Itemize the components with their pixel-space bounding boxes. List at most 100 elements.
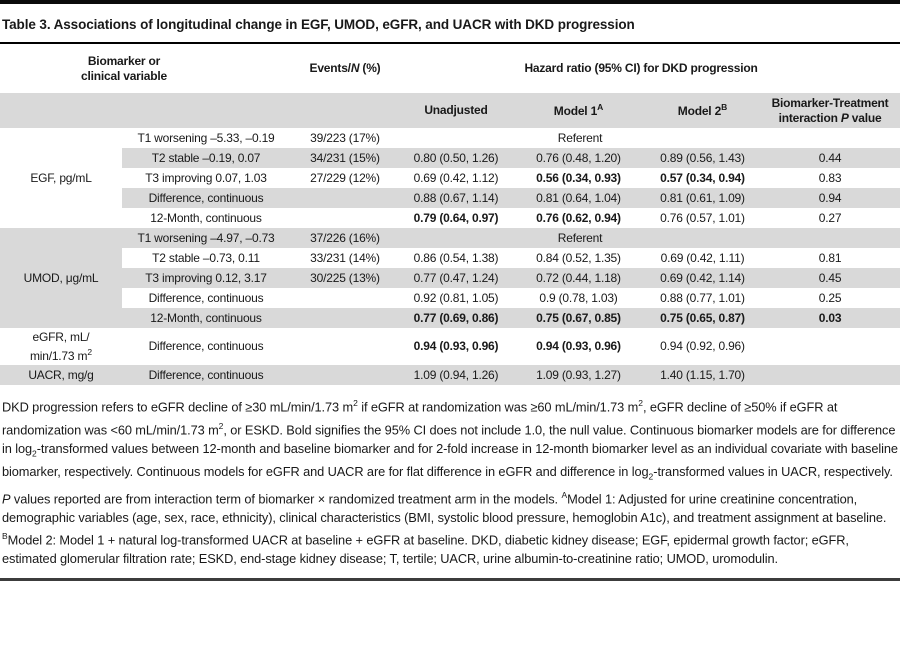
results-table: Biomarker or clinical variable Events/N (… [0, 44, 900, 385]
header-biomarker-variable: Biomarker or clinical variable [81, 53, 167, 83]
table-row: T2 stable –0.73, 0.11 33/231 (14%) 0.86 (0… [0, 248, 900, 268]
cell-referent: Referent [557, 230, 603, 245]
cell-p [760, 328, 900, 365]
table-row: Difference, continuous 0.92 (0.81, 1.05) 0… [0, 288, 900, 308]
cell-unadjusted: 0.77 (0.69, 0.86) [413, 310, 499, 325]
cell-variable: Difference, continuous [148, 339, 264, 353]
cell-model2: 0.88 (0.77, 1.01) [660, 290, 745, 305]
cell-events [290, 308, 400, 328]
cell-model1: 0.84 (0.52, 1.35) [536, 250, 621, 265]
cell-p: 0.27 [818, 210, 842, 225]
table-row: UACR, mg/g Difference, continuous 1.09 (0.… [0, 365, 900, 385]
bottom-rule [0, 578, 900, 581]
cell-events: 34/231 (15%) [310, 150, 380, 165]
table-header: Biomarker or clinical variable Events/N (… [0, 44, 900, 128]
table-footnote: DKD progression refers to eGFR decline o… [2, 398, 898, 567]
header-model1: Model 1A [553, 102, 604, 118]
cell-model1: 0.56 (0.34, 0.93) [536, 170, 621, 185]
cell-variable: T2 stable –0.73, 0.11 [152, 250, 260, 265]
cell-p: 0.45 [818, 270, 842, 285]
cell-model2: 1.40 (1.15, 1.70) [660, 367, 745, 382]
cell-variable: Difference, continuous [148, 367, 264, 382]
cell-model2: 0.57 (0.34, 0.94) [660, 170, 745, 185]
cell-referent: Referent [557, 130, 603, 145]
cell-events: 39/223 (17%) [310, 130, 380, 145]
cell-events [290, 365, 400, 385]
cell-p: 0.03 [818, 310, 842, 325]
cell-model2: 0.69 (0.42, 1.14) [660, 270, 745, 285]
cell-p: 0.83 [818, 170, 842, 185]
cell-model2: 0.81 (0.61, 1.09) [660, 190, 745, 205]
table-body: EGF, pg/mL T1 worsening –5.33, –0.19 39/22… [0, 128, 900, 385]
header-interaction-pvalue: Biomarker-Treatment interaction P value [771, 95, 889, 125]
group-label: EGF, pg/mL [0, 128, 122, 228]
cell-model1: 0.76 (0.62, 0.94) [536, 210, 621, 225]
header-spacer [0, 93, 290, 128]
header-spacer [290, 93, 400, 128]
header-model2: Model 2B [677, 102, 728, 118]
header-events: Events/N (%) [309, 61, 381, 75]
header-row-top: Biomarker or clinical variable Events/N (… [0, 44, 900, 93]
table-row: EGF, pg/mL T1 worsening –5.33, –0.19 39/22… [0, 128, 900, 228]
cell-model1: 0.75 (0.67, 0.85) [536, 310, 621, 325]
cell-model1: 0.72 (0.44, 1.18) [536, 270, 621, 285]
header-hazard-ratio: Hazard ratio (95% CI) for DKD progressio… [524, 61, 758, 75]
table-row: 12-Month, continuous 0.77 (0.69, 0.86) 0.7… [0, 308, 900, 328]
table-row: Difference, continuous 0.88 (0.67, 1.14) 0… [0, 188, 900, 208]
cell-unadjusted: 1.09 (0.94, 1.26) [413, 367, 499, 382]
cell-events [290, 208, 400, 228]
cell-unadjusted: 0.94 (0.93, 0.96) [413, 339, 499, 353]
table-row: UMOD, μg/mL T1 worsening –4.97, –0.73 37/2… [0, 228, 900, 328]
header-row-models: Unadjusted Model 1A Model 2B Biomarker-T… [0, 93, 900, 128]
cell-model2: 0.89 (0.56, 1.43) [660, 150, 745, 165]
group-label: eGFR, mL/min/1.73 m2 [0, 328, 122, 365]
cell-variable: Difference, continuous [148, 190, 264, 205]
cell-model1: 0.81 (0.64, 1.04) [536, 190, 621, 205]
title-rule [0, 42, 900, 44]
cell-variable: Difference, continuous [148, 290, 264, 305]
cell-model2: 0.94 (0.92, 0.96) [660, 339, 745, 353]
cell-events [290, 328, 400, 365]
table-row: eGFR, mL/min/1.73 m2 Difference, continuo… [0, 328, 900, 365]
cell-variable: T1 worsening –5.33, –0.19 [137, 130, 275, 145]
cell-p [760, 228, 900, 248]
cell-p: 0.94 [818, 190, 842, 205]
cell-events: 37/226 (16%) [310, 230, 380, 245]
cell-events: 33/231 (14%) [310, 250, 380, 265]
cell-model2: 0.69 (0.42, 1.11) [660, 250, 745, 265]
cell-model1: 0.94 (0.93, 0.96) [536, 339, 621, 353]
table-row: T3 improving 0.12, 3.17 30/225 (13%) 0.77 … [0, 268, 900, 288]
table-row: T2 stable –0.19, 0.07 34/231 (15%) 0.80 (0… [0, 148, 900, 168]
cell-model2: 0.76 (0.57, 1.01) [660, 210, 745, 225]
cell-model2: 0.75 (0.65, 0.87) [660, 310, 745, 325]
cell-variable: 12-Month, continuous [150, 310, 262, 325]
cell-unadjusted: 0.88 (0.67, 1.14) [413, 190, 499, 205]
cell-variable: 12-Month, continuous [150, 210, 262, 225]
cell-model1: 0.9 (0.78, 1.03) [539, 290, 618, 305]
cell-events: 30/225 (13%) [310, 270, 380, 285]
cell-p [760, 365, 900, 385]
top-rule [0, 0, 900, 4]
cell-unadjusted: 0.92 (0.81, 1.05) [413, 290, 499, 305]
cell-variable: T3 improving 0.12, 3.17 [145, 270, 267, 285]
cell-unadjusted: 0.79 (0.64, 0.97) [413, 210, 499, 225]
table-row: T3 improving 0.07, 1.03 27/229 (12%) 0.69 … [0, 168, 900, 188]
cell-events: 27/229 (12%) [310, 170, 380, 185]
cell-variable: T2 stable –0.19, 0.07 [151, 150, 261, 165]
cell-unadjusted: 0.80 (0.50, 1.26) [413, 150, 499, 165]
cell-p [760, 128, 900, 148]
cell-variable: T3 improving 0.07, 1.03 [145, 170, 267, 185]
cell-unadjusted: 0.77 (0.47, 1.24) [413, 270, 499, 285]
cell-variable: T1 worsening –4.97, –0.73 [137, 230, 275, 245]
cell-events [290, 288, 400, 308]
cell-events [290, 188, 400, 208]
header-unadjusted: Unadjusted [424, 103, 488, 117]
cell-model1: 1.09 (0.93, 1.27) [536, 367, 621, 382]
cell-p: 0.44 [818, 150, 842, 165]
cell-unadjusted: 0.69 (0.42, 1.12) [413, 170, 499, 185]
cell-model1: 0.76 (0.48, 1.20) [536, 150, 621, 165]
group-label: UACR, mg/g [0, 365, 122, 385]
group-label: UMOD, μg/mL [0, 228, 122, 328]
cell-p: 0.81 [818, 250, 842, 265]
